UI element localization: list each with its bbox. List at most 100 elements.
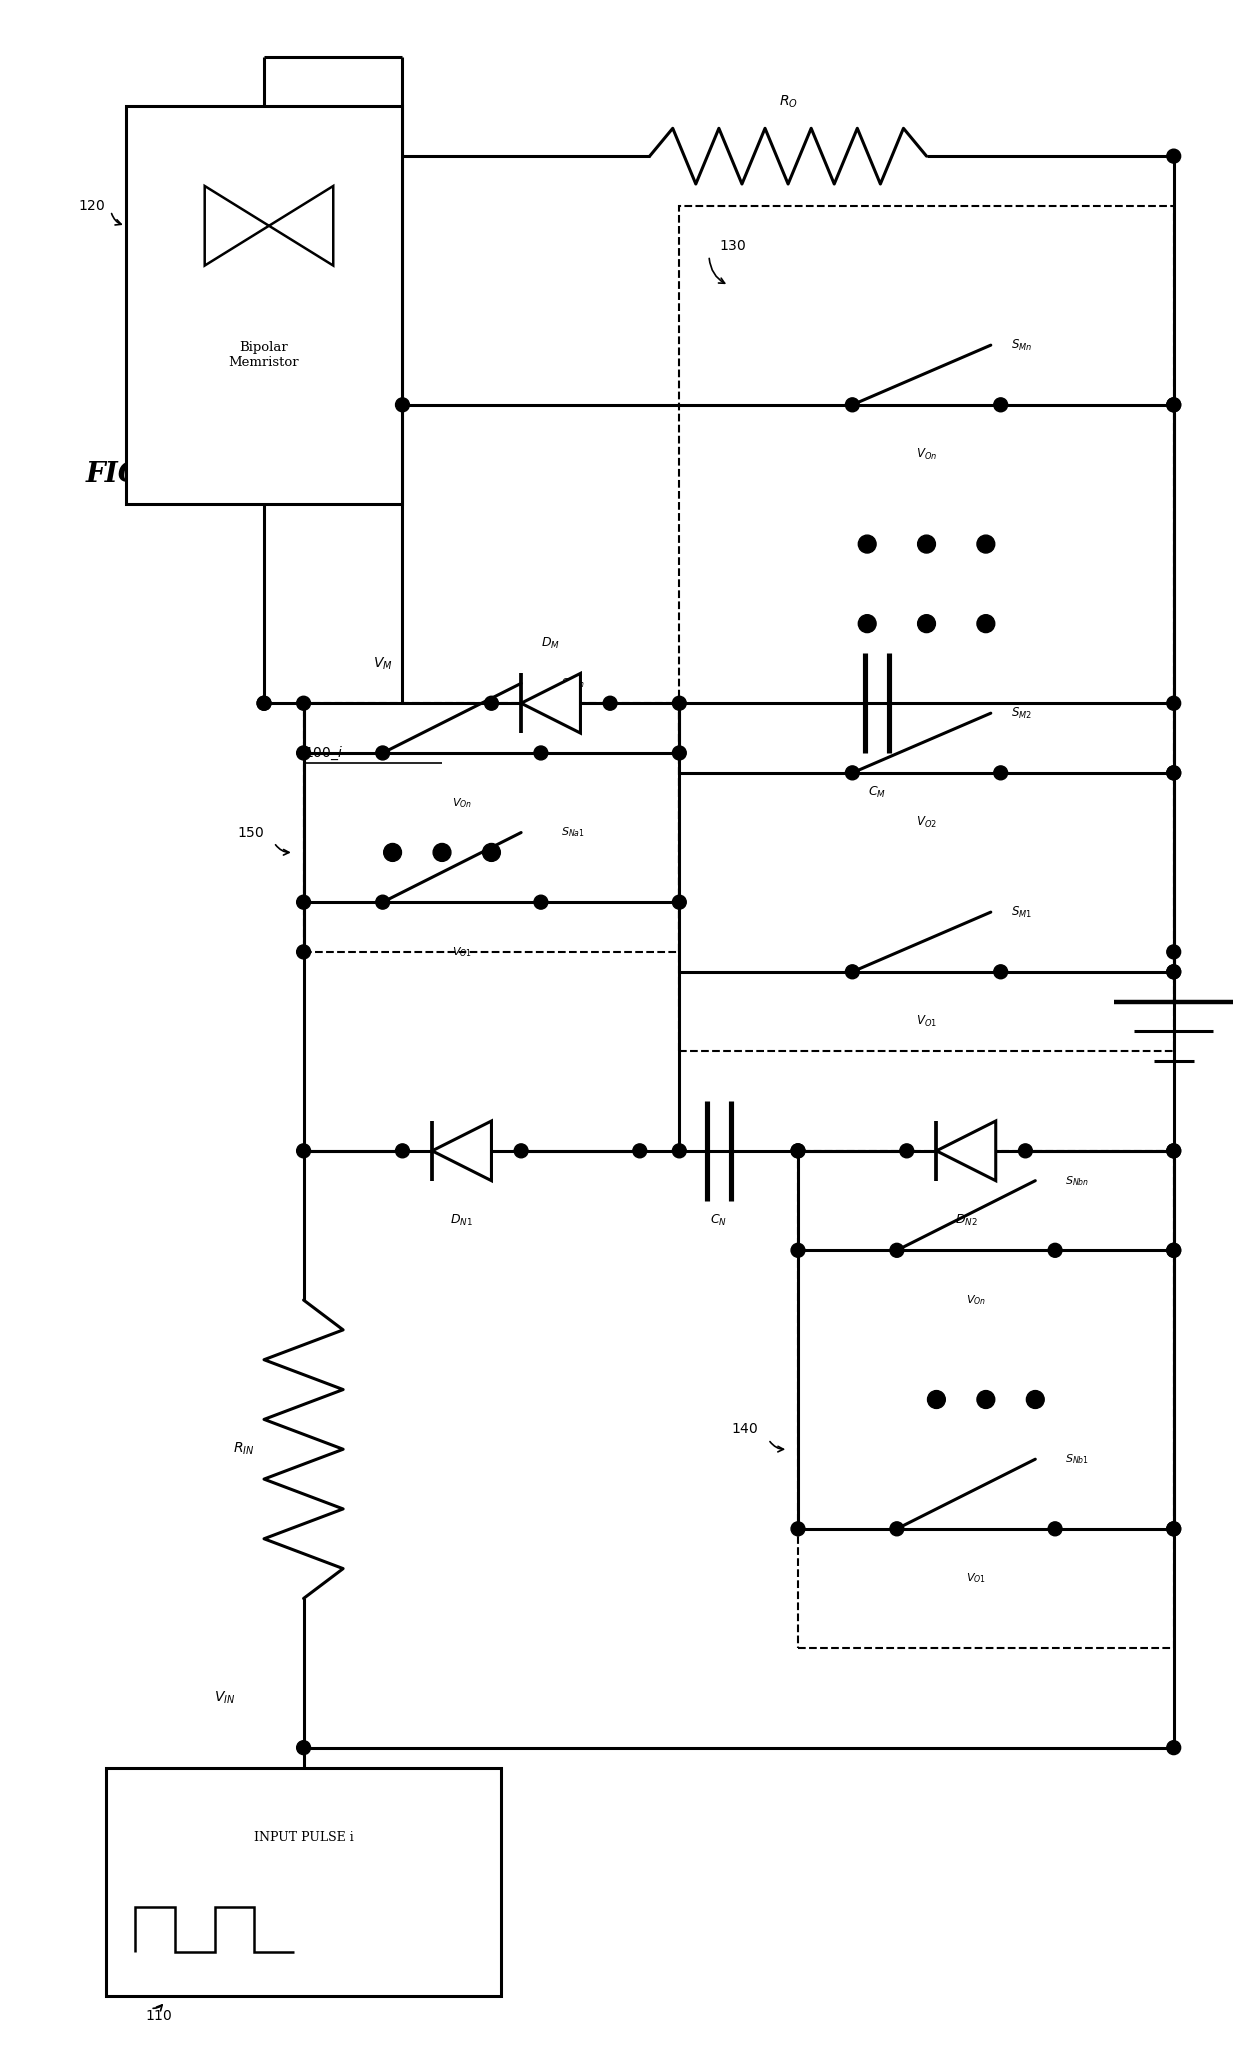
Bar <box>105 1768 501 1996</box>
Bar <box>304 704 680 953</box>
Text: $S_{Mn}$: $S_{Mn}$ <box>1011 337 1032 353</box>
Text: $C_N$: $C_N$ <box>711 1213 728 1228</box>
Circle shape <box>1167 1521 1180 1536</box>
Circle shape <box>534 745 548 760</box>
Circle shape <box>482 844 501 862</box>
Circle shape <box>296 696 310 710</box>
Circle shape <box>1027 1390 1044 1408</box>
Circle shape <box>257 696 272 710</box>
Text: $R_O$: $R_O$ <box>779 92 797 109</box>
Text: $S_{Nb1}$: $S_{Nb1}$ <box>1065 1451 1089 1466</box>
Circle shape <box>918 614 935 632</box>
Circle shape <box>376 895 389 909</box>
Circle shape <box>296 944 310 959</box>
Text: $120$: $120$ <box>78 199 105 214</box>
Circle shape <box>296 895 310 909</box>
Text: $R_{IN}$: $R_{IN}$ <box>233 1441 254 1458</box>
Circle shape <box>858 536 877 552</box>
Text: $V_{O2}$: $V_{O2}$ <box>916 815 937 829</box>
Text: $S_{Nan}$: $S_{Nan}$ <box>560 675 585 690</box>
Circle shape <box>1167 766 1180 780</box>
Text: INPUT PULSE i: INPUT PULSE i <box>254 1831 353 1844</box>
Circle shape <box>376 745 389 760</box>
Circle shape <box>1167 965 1180 979</box>
Circle shape <box>993 398 1008 413</box>
Circle shape <box>1167 1244 1180 1256</box>
Text: $V_{IN}$: $V_{IN}$ <box>213 1690 236 1706</box>
Text: $S_{Na1}$: $S_{Na1}$ <box>560 825 584 840</box>
Text: Bipolar
Memristor: Bipolar Memristor <box>228 341 299 370</box>
Text: $D_{N1}$: $D_{N1}$ <box>450 1213 474 1228</box>
Circle shape <box>1167 150 1180 162</box>
Text: $130$: $130$ <box>719 238 746 253</box>
Text: $C_M$: $C_M$ <box>868 784 887 801</box>
Bar <box>799 1152 1174 1649</box>
Circle shape <box>534 895 548 909</box>
Circle shape <box>977 536 994 552</box>
Circle shape <box>977 614 994 632</box>
Circle shape <box>1167 398 1180 413</box>
Circle shape <box>791 1521 805 1536</box>
Circle shape <box>672 895 686 909</box>
Circle shape <box>791 1244 805 1256</box>
Circle shape <box>383 844 402 862</box>
Circle shape <box>485 696 498 710</box>
Circle shape <box>928 1390 945 1408</box>
Circle shape <box>993 965 1008 979</box>
Circle shape <box>632 1144 647 1158</box>
Circle shape <box>890 1244 904 1256</box>
Text: $D_M$: $D_M$ <box>542 636 560 651</box>
Circle shape <box>515 1144 528 1158</box>
Text: $V_{On}$: $V_{On}$ <box>966 1293 986 1308</box>
Circle shape <box>846 766 859 780</box>
Text: $V_{On}$: $V_{On}$ <box>916 448 937 462</box>
Bar <box>125 107 403 505</box>
Text: $D_{N2}$: $D_{N2}$ <box>955 1213 977 1228</box>
Circle shape <box>1048 1521 1061 1536</box>
Text: FIG. 2: FIG. 2 <box>86 462 180 489</box>
Circle shape <box>846 398 859 413</box>
Text: $140$: $140$ <box>730 1423 759 1437</box>
Text: $150$: $150$ <box>237 825 264 840</box>
Circle shape <box>1167 1144 1180 1158</box>
Circle shape <box>257 696 272 710</box>
Circle shape <box>1167 944 1180 959</box>
Circle shape <box>1167 1741 1180 1755</box>
Circle shape <box>1167 1244 1180 1256</box>
Circle shape <box>603 696 618 710</box>
Circle shape <box>977 1390 994 1408</box>
Circle shape <box>791 1144 805 1158</box>
Circle shape <box>296 1741 310 1755</box>
Circle shape <box>1167 1144 1180 1158</box>
Circle shape <box>1167 965 1180 979</box>
Circle shape <box>1167 766 1180 780</box>
Circle shape <box>1048 1244 1061 1256</box>
Polygon shape <box>936 1121 996 1180</box>
Circle shape <box>296 745 310 760</box>
Circle shape <box>672 1144 686 1158</box>
Circle shape <box>296 1144 310 1158</box>
Text: $V_M$: $V_M$ <box>373 655 393 671</box>
Text: $V_{On}$: $V_{On}$ <box>451 797 472 809</box>
Circle shape <box>900 1144 914 1158</box>
Circle shape <box>1018 1144 1033 1158</box>
Polygon shape <box>521 673 580 733</box>
Circle shape <box>1167 1521 1180 1536</box>
Circle shape <box>846 965 859 979</box>
Polygon shape <box>432 1121 491 1180</box>
Circle shape <box>672 745 686 760</box>
Text: $S_{Nbn}$: $S_{Nbn}$ <box>1065 1174 1089 1187</box>
Circle shape <box>672 696 686 710</box>
Circle shape <box>396 398 409 413</box>
Text: $V_{O1}$: $V_{O1}$ <box>966 1573 986 1585</box>
Circle shape <box>858 614 877 632</box>
Text: $S_{M2}$: $S_{M2}$ <box>1011 706 1032 721</box>
Circle shape <box>1167 696 1180 710</box>
Circle shape <box>918 536 935 552</box>
Text: $100\_i$: $100\_i$ <box>304 745 342 762</box>
Circle shape <box>890 1521 904 1536</box>
Circle shape <box>396 1144 409 1158</box>
Circle shape <box>791 1144 805 1158</box>
Text: $V_{O1}$: $V_{O1}$ <box>451 944 471 959</box>
Bar <box>680 205 1174 1051</box>
